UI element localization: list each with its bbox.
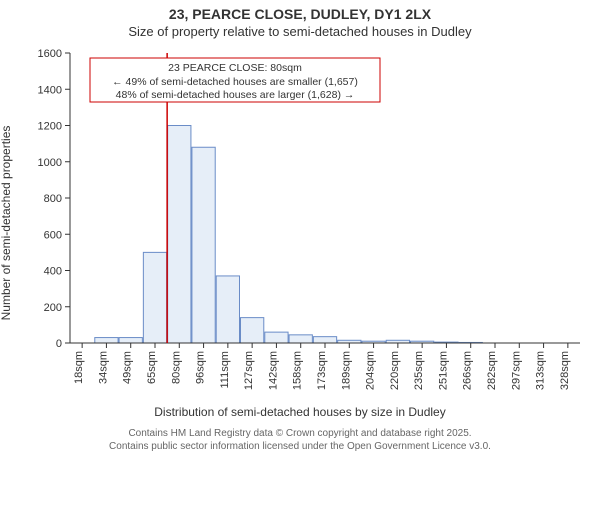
x-tick-label: 142sqm: [267, 351, 279, 390]
histogram-bar: [241, 318, 264, 343]
histogram-bar: [289, 335, 312, 343]
svg-text:1200: 1200: [38, 121, 62, 133]
x-tick-label: 34sqm: [97, 351, 109, 384]
svg-text:400: 400: [44, 266, 62, 278]
histogram-bar: [216, 276, 239, 343]
x-tick-label: 80sqm: [170, 351, 182, 384]
chart-titles: 23, PEARCE CLOSE, DUDLEY, DY1 2LX Size o…: [0, 6, 600, 39]
x-tick-label: 251sqm: [437, 351, 449, 390]
svg-text:1600: 1600: [38, 48, 62, 60]
x-tick-label: 49sqm: [122, 351, 134, 384]
chart-area: Number of semi-detached properties 02004…: [30, 43, 590, 403]
callout-line3: 48% of semi-detached houses are larger (…: [116, 89, 355, 101]
x-tick-label: 313sqm: [535, 351, 547, 390]
x-tick-label: 220sqm: [389, 351, 401, 390]
footer-line1: Contains HM Land Registry data © Crown c…: [0, 427, 600, 440]
histogram-bar: [119, 338, 142, 343]
footer-line2: Contains public sector information licen…: [0, 440, 600, 453]
x-tick-label: 111sqm: [219, 351, 231, 389]
svg-text:800: 800: [44, 193, 62, 205]
callout-line2: ← 49% of semi-detached houses are smalle…: [112, 76, 358, 88]
x-tick-label: 266sqm: [462, 351, 474, 390]
histogram-bar: [313, 337, 336, 343]
histogram-svg: 0 200 400 600 800 1000 1200 1400 1600 18sqm 34sqm 4…: [30, 43, 590, 403]
svg-text:1000: 1000: [38, 157, 62, 169]
x-tick-label: 328sqm: [559, 351, 571, 390]
x-tick-label: 127sqm: [243, 351, 255, 390]
x-axis-label: Distribution of semi-detached houses by …: [0, 405, 600, 419]
svg-text:600: 600: [44, 229, 62, 241]
title-line2: Size of property relative to semi-detach…: [0, 24, 600, 39]
x-tick-label: 189sqm: [340, 351, 352, 390]
histogram-bar: [143, 252, 166, 343]
x-tick-label: 297sqm: [510, 351, 522, 390]
svg-text:1400: 1400: [38, 84, 62, 96]
x-tick-label: 235sqm: [413, 351, 425, 390]
histogram-bar: [95, 338, 118, 343]
x-tick-label: 173sqm: [316, 351, 328, 390]
y-axis-label: Number of semi-detached properties: [0, 126, 13, 321]
histogram-bar: [192, 147, 215, 343]
x-tick-label: 158sqm: [292, 351, 304, 390]
svg-text:200: 200: [44, 302, 62, 314]
x-tick-label: 65sqm: [146, 351, 158, 384]
title-line1: 23, PEARCE CLOSE, DUDLEY, DY1 2LX: [0, 6, 600, 22]
callout-line1: 23 PEARCE CLOSE: 80sqm: [168, 62, 302, 74]
svg-text:0: 0: [56, 338, 62, 350]
attribution-footer: Contains HM Land Registry data © Crown c…: [0, 427, 600, 453]
x-tick-label: 282sqm: [486, 351, 498, 390]
x-tick-label: 204sqm: [365, 351, 377, 390]
histogram-bar: [168, 126, 191, 344]
x-tick-label: 96sqm: [195, 351, 207, 384]
x-tick-label: 18sqm: [73, 351, 85, 384]
histogram-bar: [265, 332, 288, 343]
